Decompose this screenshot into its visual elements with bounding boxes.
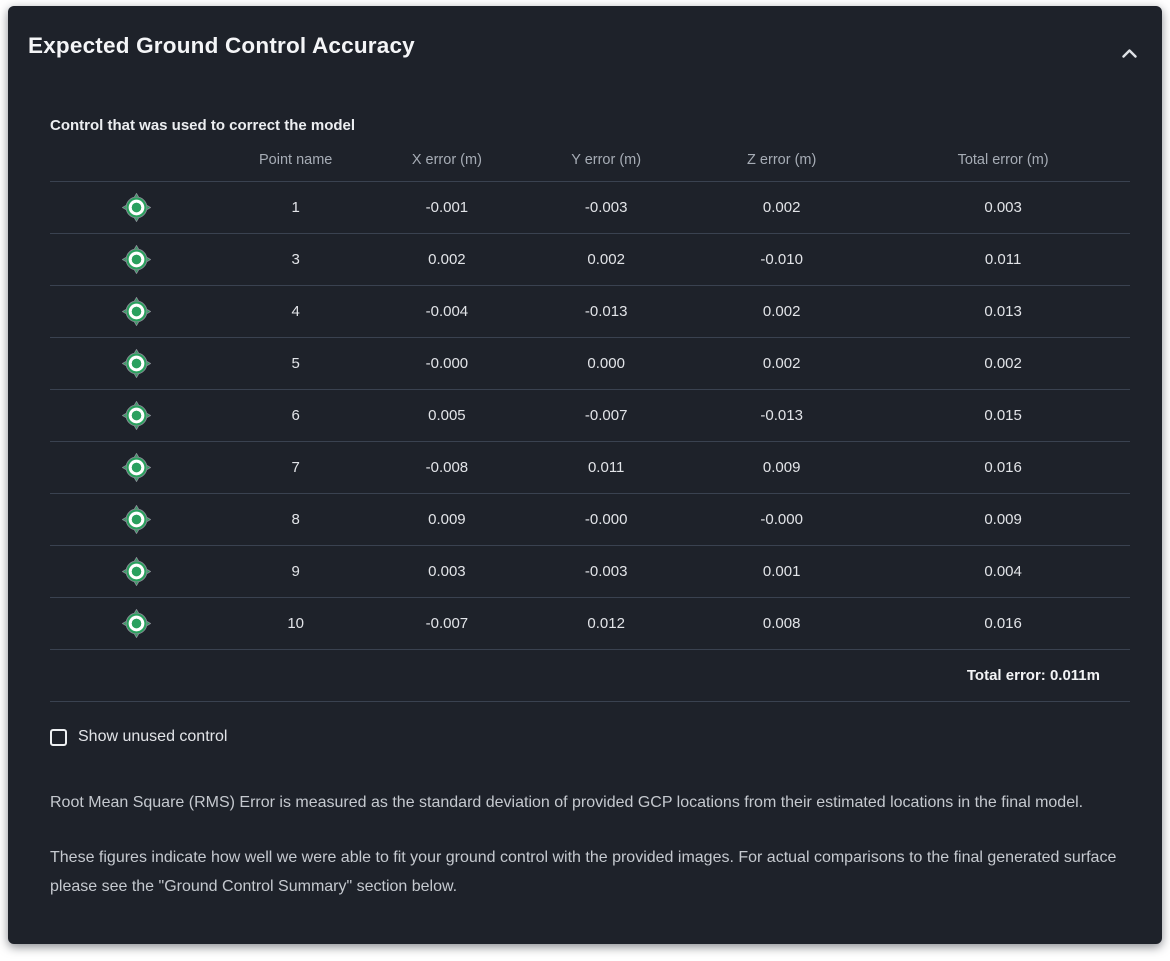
cell-total-error: 0.004	[876, 545, 1130, 598]
cell-total-error: 0.016	[876, 597, 1130, 650]
gcp-target-icon	[121, 192, 152, 223]
cell-y-error: -0.013	[525, 285, 688, 338]
column-header-z-error: Z error (m)	[687, 140, 877, 182]
cell-total-error: 0.013	[876, 285, 1130, 338]
cell-x-error: -0.000	[368, 337, 526, 390]
column-header-y-error: Y error (m)	[525, 140, 688, 182]
gcp-target-icon	[121, 296, 152, 327]
cell-total-error: 0.009	[876, 493, 1130, 546]
cell-x-error: 0.005	[368, 389, 526, 442]
table-row: 8 0.009 -0.000 -0.000 0.009	[50, 493, 1130, 546]
page-title: Expected Ground Control Accuracy	[28, 33, 415, 58]
expected-ground-control-accuracy-panel: Expected Ground Control Accuracy Control…	[8, 6, 1162, 944]
cell-z-error: -0.010	[687, 233, 877, 286]
ground-control-table: Point name X error (m) Y error (m) Z err…	[50, 140, 1130, 702]
icon-column-header	[50, 140, 223, 182]
cell-z-error: 0.009	[687, 441, 877, 494]
gcp-target-icon	[121, 556, 152, 587]
cell-total-error: 0.003	[876, 181, 1130, 234]
collapse-section-button[interactable]	[1116, 40, 1142, 66]
gcp-target-icon	[121, 244, 152, 275]
cell-point-name: 8	[222, 493, 369, 546]
table-caption: Control that was used to correct the mod…	[50, 117, 356, 134]
table-header-row: Point name X error (m) Y error (m) Z err…	[50, 140, 1130, 182]
gcp-target-icon	[121, 348, 152, 379]
cell-z-error: 0.008	[687, 597, 877, 650]
cell-point-name: 10	[222, 597, 369, 650]
cell-x-error: 0.009	[368, 493, 526, 546]
gcp-target-icon	[121, 452, 152, 483]
cell-total-error: 0.016	[876, 441, 1130, 494]
cell-x-error: 0.003	[368, 545, 526, 598]
cell-z-error: -0.013	[687, 389, 877, 442]
cell-total-error: 0.015	[876, 389, 1130, 442]
rms-explanation-text: Root Mean Square (RMS) Error is measured…	[50, 794, 1084, 811]
cell-total-error: 0.011	[876, 233, 1130, 286]
table-row: 5 -0.000 0.000 0.002 0.002	[50, 337, 1130, 390]
cell-point-name: 4	[222, 285, 369, 338]
cell-x-error: 0.002	[368, 233, 526, 286]
table-row: 7 -0.008 0.011 0.009 0.016	[50, 441, 1130, 494]
cell-y-error: -0.003	[525, 181, 688, 234]
table-row: 1 -0.001 -0.003 0.002 0.003	[50, 181, 1130, 234]
cell-y-error: -0.000	[525, 493, 688, 546]
panel-header: Expected Ground Control Accuracy	[8, 6, 1162, 59]
cell-point-name: 9	[222, 545, 369, 598]
cell-x-error: -0.007	[368, 597, 526, 650]
cell-x-error: -0.008	[368, 441, 526, 494]
cell-point-name: 7	[222, 441, 369, 494]
chevron-up-icon	[1121, 46, 1137, 61]
cell-z-error: -0.000	[687, 493, 877, 546]
cell-x-error: -0.004	[368, 285, 526, 338]
cell-y-error: 0.011	[525, 441, 688, 494]
gcp-target-icon	[121, 504, 152, 535]
gcp-target-icon	[121, 608, 152, 639]
fit-explanation-text: These figures indicate how well we were …	[50, 848, 1117, 896]
show-unused-checkbox[interactable]	[50, 728, 67, 746]
cell-y-error: -0.007	[525, 389, 688, 442]
table-row: 10 -0.007 0.012 0.008 0.016	[50, 597, 1130, 650]
cell-total-error: 0.002	[876, 337, 1130, 390]
cell-z-error: 0.002	[687, 181, 877, 234]
cell-z-error: 0.001	[687, 545, 877, 598]
panel-content: Control that was used to correct the mod…	[8, 117, 1162, 942]
table-row: 9 0.003 -0.003 0.001 0.004	[50, 545, 1130, 598]
table-row: 4 -0.004 -0.013 0.002 0.013	[50, 285, 1130, 338]
cell-z-error: 0.002	[687, 285, 877, 338]
cell-x-error: -0.001	[368, 181, 526, 234]
table-row: 6 0.005 -0.007 -0.013 0.015	[50, 389, 1130, 442]
column-header-point-name: Point name	[222, 140, 369, 182]
column-header-x-error: X error (m)	[368, 140, 526, 182]
cell-point-name: 5	[222, 337, 369, 390]
cell-z-error: 0.002	[687, 337, 877, 390]
cell-y-error: 0.012	[525, 597, 688, 650]
cell-y-error: 0.002	[525, 233, 688, 286]
table-row: 3 0.002 0.002 -0.010 0.011	[50, 233, 1130, 286]
column-header-total-error: Total error (m)	[876, 140, 1130, 182]
show-unused-label[interactable]: Show unused control	[78, 728, 228, 745]
total-error-value: Total error: 0.011m	[50, 649, 1130, 702]
cell-point-name: 3	[222, 233, 369, 286]
cell-y-error: -0.003	[525, 545, 688, 598]
gcp-target-icon	[121, 400, 152, 431]
table-total-row: Total error: 0.011m	[50, 649, 1130, 702]
show-unused-control-row: Show unused control	[50, 728, 1130, 746]
cell-point-name: 6	[222, 389, 369, 442]
cell-point-name: 1	[222, 181, 369, 234]
cell-y-error: 0.000	[525, 337, 688, 390]
